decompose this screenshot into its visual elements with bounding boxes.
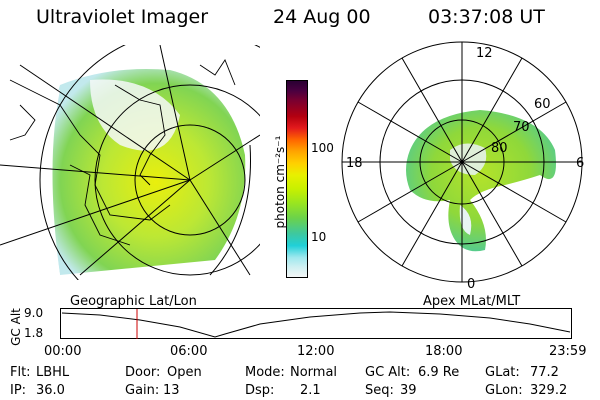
timeline-x-tick-2359: 23:59 (549, 344, 587, 359)
status-flt-key: Flt: (10, 365, 31, 380)
colorbar-unit-label: photon cm⁻²s⁻¹ (273, 135, 287, 229)
mlt-label-0: 0 (467, 277, 476, 292)
geographic-image (0, 45, 260, 280)
status-ip-value: 36.0 (36, 383, 65, 398)
status-gcalt-key: GC Alt: (365, 365, 411, 380)
status-door-value: Open (167, 365, 202, 380)
mlt-label-12: 12 (476, 46, 493, 61)
date-label: 24 Aug 00 (273, 6, 371, 28)
status-dsp-value: 2.1 (300, 383, 321, 398)
apex-caption: Apex MLat/MLT (423, 294, 521, 309)
status-flt-value: LBHL (36, 365, 70, 380)
polar-plot (341, 41, 583, 283)
status-glon-value: 329.2 (530, 383, 568, 398)
status-gcalt-value: 6.9 Re (418, 365, 460, 380)
timeline-x-tick-1200: 12:00 (297, 344, 335, 359)
mlat-label-60: 60 (534, 97, 551, 112)
status-ip-key: IP: (10, 383, 27, 398)
status-mode-key: Mode: (245, 365, 285, 380)
status-glon-key: GLon: (485, 383, 523, 398)
time-label: 03:37:08 UT (428, 6, 545, 28)
timeline-plot (60, 308, 572, 339)
status-door-key: Door: (125, 365, 161, 380)
timeline-y-tick-high: 9.0 (24, 306, 44, 320)
timeline-x-tick-0000: 00:00 (44, 344, 82, 359)
mlat-label-70: 70 (513, 120, 530, 135)
instrument-title: Ultraviolet Imager (36, 6, 209, 28)
status-mode-value: Normal (290, 365, 338, 380)
mlt-label-18: 18 (346, 156, 363, 171)
timeline-y-label: GC Alt (9, 308, 23, 346)
colorbar-tick-100: 100 (311, 141, 334, 155)
colorbar-tick-10: 10 (311, 230, 327, 244)
mlt-label-6: 6 (576, 156, 585, 171)
colorbar (286, 80, 308, 278)
status-seq-key: Seq: (365, 383, 394, 398)
timeline-x-tick-1800: 18:00 (425, 344, 463, 359)
mlat-label-80: 80 (491, 141, 508, 156)
status-gain-key: Gain: (125, 383, 160, 398)
status-glat-key: GLat: (485, 365, 520, 380)
status-glat-value: 77.2 (530, 365, 559, 380)
geographic-caption: Geographic Lat/Lon (70, 294, 197, 309)
timeline-y-tick-low: 1.8 (24, 326, 44, 340)
timeline-x-tick-0600: 06:00 (170, 344, 208, 359)
status-seq-value: 39 (400, 383, 417, 398)
status-gain-value: 13 (163, 383, 180, 398)
status-dsp-key: Dsp: (245, 383, 275, 398)
